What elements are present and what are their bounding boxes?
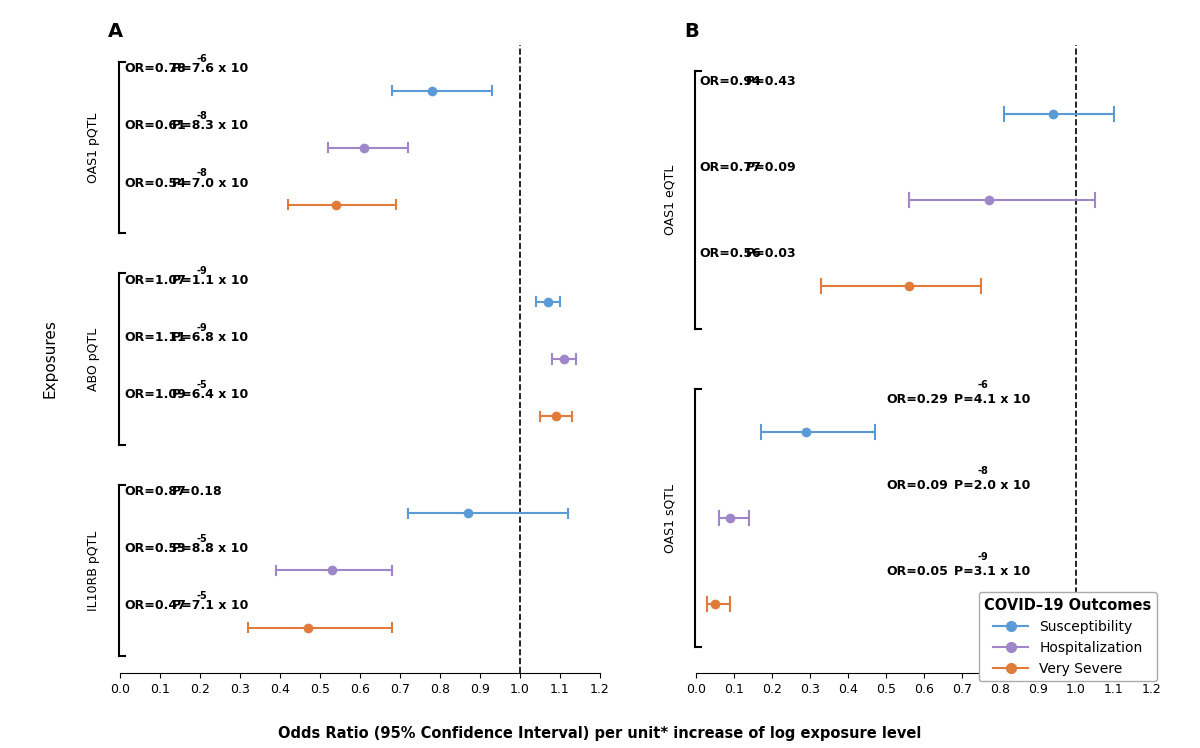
Text: OAS1 pQTL: OAS1 pQTL (88, 112, 101, 183)
Text: P=7.1 x 10: P=7.1 x 10 (172, 599, 248, 613)
Text: B: B (684, 22, 698, 41)
Text: OAS1 sQTL: OAS1 sQTL (664, 484, 677, 553)
Text: -6: -6 (978, 380, 989, 390)
Text: -8: -8 (197, 168, 208, 179)
Text: OR=0.61: OR=0.61 (124, 120, 186, 132)
Text: -5: -5 (197, 591, 208, 601)
Text: -8: -8 (197, 111, 208, 121)
Text: P=6.4 x 10: P=6.4 x 10 (172, 388, 248, 401)
Text: P=7.6 x 10: P=7.6 x 10 (172, 62, 248, 76)
Text: P=0.18: P=0.18 (172, 485, 223, 498)
Text: OR=0.05: OR=0.05 (886, 565, 948, 578)
Text: P=8.3 x 10: P=8.3 x 10 (172, 120, 248, 132)
Text: OR=1.07: OR=1.07 (124, 274, 186, 286)
Text: P=0.03: P=0.03 (745, 247, 796, 260)
Text: -6: -6 (197, 54, 208, 64)
Text: -9: -9 (978, 552, 989, 562)
Text: Odds Ratio (95% Confidence Interval) per unit* increase of log exposure level: Odds Ratio (95% Confidence Interval) per… (278, 726, 922, 741)
Text: -5: -5 (197, 380, 208, 390)
Legend: Susceptibility, Hospitalization, Very Severe: Susceptibility, Hospitalization, Very Se… (979, 592, 1157, 681)
Text: IL10RB pQTL: IL10RB pQTL (88, 530, 101, 610)
Y-axis label: Exposures: Exposures (42, 319, 58, 399)
Text: -5: -5 (197, 534, 208, 544)
Text: P=6.8 x 10: P=6.8 x 10 (172, 331, 248, 344)
Text: OAS1 eQTL: OAS1 eQTL (664, 165, 677, 235)
Text: P=1.1 x 10: P=1.1 x 10 (172, 274, 248, 286)
Text: OR=0.54: OR=0.54 (124, 177, 186, 189)
Text: P=8.8 x 10: P=8.8 x 10 (172, 542, 248, 555)
Text: OR=1.11: OR=1.11 (124, 331, 186, 344)
Text: OR=0.78: OR=0.78 (124, 62, 186, 76)
Text: P=4.1 x 10: P=4.1 x 10 (954, 393, 1031, 406)
Text: -9: -9 (197, 266, 208, 275)
Text: A: A (108, 22, 124, 41)
Text: OR=0.77: OR=0.77 (700, 161, 762, 174)
Text: OR=0.53: OR=0.53 (124, 542, 186, 555)
Text: OR=0.56: OR=0.56 (700, 247, 762, 260)
Text: -8: -8 (978, 466, 989, 476)
Text: OR=0.94: OR=0.94 (700, 75, 762, 88)
Text: OR=0.47: OR=0.47 (124, 599, 186, 613)
Text: OR=0.09: OR=0.09 (886, 479, 948, 492)
Text: OR=0.87: OR=0.87 (124, 485, 186, 498)
Text: P=7.0 x 10: P=7.0 x 10 (172, 177, 248, 189)
Text: P=0.09: P=0.09 (745, 161, 796, 174)
Text: -9: -9 (197, 322, 208, 333)
Text: OR=0.29: OR=0.29 (886, 393, 948, 406)
Text: P=0.43: P=0.43 (745, 75, 796, 88)
Text: OR=1.09: OR=1.09 (124, 388, 186, 401)
Text: P=3.1 x 10: P=3.1 x 10 (954, 565, 1031, 578)
Text: ABO pQTL: ABO pQTL (88, 328, 101, 390)
Text: P=2.0 x 10: P=2.0 x 10 (954, 479, 1031, 492)
